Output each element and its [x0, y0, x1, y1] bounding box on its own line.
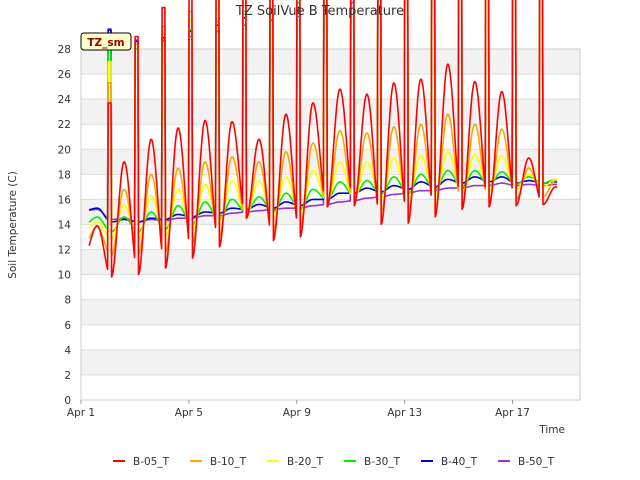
y-tick-label: 20 — [58, 144, 71, 156]
station-tag-box — [80, 32, 132, 51]
plot-band — [81, 249, 580, 275]
y-tick-label: 24 — [58, 94, 72, 106]
x-axis: Apr 1 Apr 5 Apr 9 Apr 13 Apr 17 — [67, 400, 530, 419]
plot-frame — [80, 48, 581, 401]
x-axis-label: Time — [538, 424, 565, 436]
legend-label: B-50_T — [518, 456, 555, 468]
x-tick-label: Apr 17 — [495, 407, 530, 419]
legend-label: B-10_T — [210, 456, 247, 468]
station-tag: TZ_sm — [80, 32, 132, 51]
x-tick-label: Apr 9 — [283, 407, 311, 419]
y-tick-label: 0 — [64, 395, 71, 407]
legend: B-05_T B-10_T B-20_T B-30_T B-40_T B-50_T — [113, 456, 555, 468]
gridlines — [80, 48, 581, 401]
y-tick-label: 10 — [58, 270, 71, 282]
series-line-b-40-t — [88, 0, 558, 223]
x-tick-label: Apr 1 — [67, 407, 95, 419]
series-layer — [88, 0, 558, 278]
y-tick-label: 14 — [58, 220, 72, 232]
series-line-b-50-t — [88, 0, 558, 223]
x-tick-label: Apr 5 — [175, 407, 203, 419]
y-tick-label: 12 — [58, 245, 71, 257]
series-line-b-10-t — [88, 0, 558, 257]
y-tick-label: 16 — [58, 194, 72, 206]
x-tick-label: Apr 13 — [387, 407, 422, 419]
station-tag-label: TZ_sm — [87, 37, 124, 49]
y-tick-label: 2 — [64, 370, 71, 382]
y-tick-label: 22 — [58, 119, 71, 131]
y-tick-label: 8 — [64, 295, 71, 307]
chart-title: TZ SoilVue B Temperature — [235, 4, 404, 19]
y-tick-label: 6 — [64, 320, 71, 332]
legend-label: B-40_T — [441, 456, 478, 468]
y-tick-label: 28 — [58, 44, 71, 56]
series-line-b-05-t — [88, 0, 558, 278]
plot-bands — [81, 49, 580, 375]
y-axis-label: Soil Temperature (C) — [7, 171, 19, 279]
y-tick-label: 4 — [64, 345, 71, 357]
plot-band — [81, 299, 580, 325]
legend-label: B-05_T — [133, 456, 170, 468]
y-tick-label: 26 — [58, 69, 72, 81]
plot-band — [81, 349, 580, 375]
y-tick-label: 18 — [58, 169, 71, 181]
legend-label: B-30_T — [364, 456, 401, 468]
plot-band — [81, 49, 580, 75]
legend-label: B-20_T — [287, 456, 324, 468]
